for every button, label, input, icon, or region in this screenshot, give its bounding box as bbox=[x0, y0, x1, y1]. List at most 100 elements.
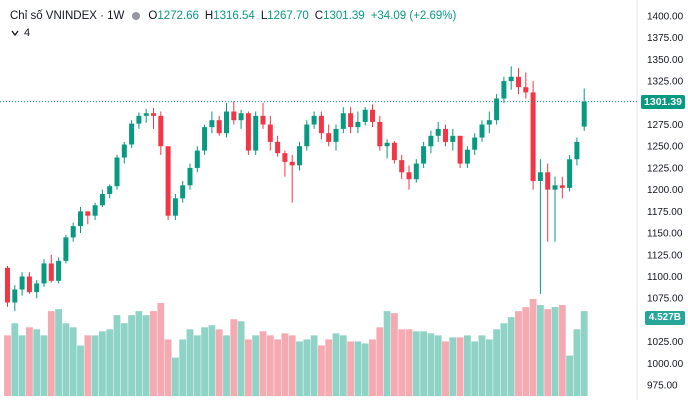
candle bbox=[362, 107, 368, 126]
volume-bar bbox=[478, 335, 486, 396]
candle bbox=[472, 133, 478, 155]
candle bbox=[289, 154, 295, 203]
candle bbox=[19, 272, 25, 296]
volume-bar bbox=[266, 335, 274, 396]
volume-bar bbox=[11, 323, 19, 396]
volume-bars bbox=[4, 299, 588, 396]
candle bbox=[209, 111, 215, 134]
candle bbox=[216, 115, 222, 136]
volume-bar bbox=[369, 339, 376, 396]
price-tick-label: 1150.00 bbox=[647, 229, 683, 240]
volume-bar bbox=[442, 341, 449, 396]
candle bbox=[172, 193, 178, 221]
candle bbox=[136, 112, 142, 129]
candle bbox=[260, 102, 266, 129]
price-tick-label: 1000.00 bbox=[647, 359, 684, 370]
candle bbox=[85, 211, 91, 225]
status-dot-icon bbox=[132, 12, 141, 20]
volume-bar bbox=[449, 337, 457, 396]
volume-bar bbox=[464, 335, 471, 396]
volume-bar bbox=[150, 311, 157, 396]
volume-bar bbox=[120, 323, 128, 396]
volume-bar bbox=[456, 337, 464, 396]
volume-bar bbox=[471, 341, 479, 396]
volume-bar bbox=[303, 339, 311, 396]
candle bbox=[537, 159, 543, 294]
volume-bar bbox=[376, 327, 384, 396]
volume-bar bbox=[142, 315, 150, 396]
volume-bar bbox=[62, 323, 70, 396]
candle bbox=[202, 124, 208, 155]
candle bbox=[26, 272, 32, 294]
candle bbox=[253, 111, 259, 155]
candle bbox=[559, 176, 565, 199]
low-label: L bbox=[260, 10, 268, 22]
volume-bar bbox=[26, 327, 33, 396]
candle bbox=[428, 130, 434, 154]
price-tick-label: 1325.00 bbox=[647, 77, 684, 88]
candle bbox=[99, 189, 105, 208]
candle bbox=[523, 72, 529, 99]
volume-bar bbox=[412, 331, 420, 396]
volume-bar bbox=[259, 331, 267, 396]
volume-bar bbox=[69, 327, 77, 396]
price-tick-label: 1200.00 bbox=[647, 185, 684, 196]
volume-bar bbox=[529, 299, 537, 396]
candle bbox=[56, 257, 62, 284]
candlesticks bbox=[5, 66, 587, 312]
volume-bar bbox=[179, 339, 187, 396]
volume-bar bbox=[296, 341, 303, 396]
volume-bar bbox=[566, 355, 573, 396]
price-tick-label: 1225.00 bbox=[647, 163, 684, 174]
candle bbox=[34, 279, 40, 299]
volume-bar bbox=[332, 333, 340, 396]
candle bbox=[333, 124, 339, 151]
candle bbox=[501, 76, 507, 103]
candle bbox=[78, 207, 83, 234]
volume-bar bbox=[398, 329, 406, 396]
volume-bar bbox=[515, 311, 522, 396]
candle bbox=[530, 81, 536, 190]
volume-bar bbox=[245, 339, 252, 396]
volume-bar bbox=[310, 335, 318, 396]
price-tick-label: 1075.00 bbox=[647, 294, 684, 305]
volume-bar bbox=[318, 345, 325, 396]
symbol-title[interactable]: Chỉ số VNINDEX · 1W bbox=[10, 10, 125, 22]
price-tick-label: 1350.00 bbox=[647, 55, 684, 66]
volume-bar bbox=[106, 329, 114, 396]
candle bbox=[267, 115, 273, 151]
volume-bar bbox=[339, 335, 347, 396]
candle bbox=[92, 202, 98, 221]
volume-bar bbox=[47, 311, 55, 396]
volume-bar bbox=[208, 325, 216, 396]
candle bbox=[567, 154, 573, 192]
volume-bar bbox=[113, 315, 121, 396]
candle bbox=[238, 109, 244, 129]
volume-bar bbox=[551, 307, 559, 396]
close-label: C bbox=[314, 10, 324, 22]
volume-bar bbox=[164, 339, 172, 396]
candle bbox=[479, 120, 485, 142]
high-label: H bbox=[204, 10, 214, 22]
low-value: 1267.70 bbox=[267, 10, 309, 22]
indicators-toggle[interactable]: 4 bbox=[10, 26, 30, 40]
volume-bar bbox=[99, 331, 106, 396]
candle bbox=[48, 254, 54, 283]
candle bbox=[151, 108, 156, 129]
candle bbox=[370, 104, 375, 128]
candle bbox=[63, 234, 69, 264]
volume-bar bbox=[33, 329, 41, 396]
open-label: O bbox=[148, 10, 158, 22]
volume-bar bbox=[383, 311, 391, 396]
volume-bar bbox=[500, 323, 508, 396]
volume-bar bbox=[427, 333, 435, 396]
candle bbox=[282, 150, 288, 177]
volume-bar bbox=[186, 329, 194, 396]
candle bbox=[41, 259, 47, 287]
candle bbox=[318, 111, 324, 140]
volume-bar bbox=[522, 307, 530, 396]
volume-bar bbox=[558, 305, 566, 396]
candle bbox=[114, 154, 120, 190]
